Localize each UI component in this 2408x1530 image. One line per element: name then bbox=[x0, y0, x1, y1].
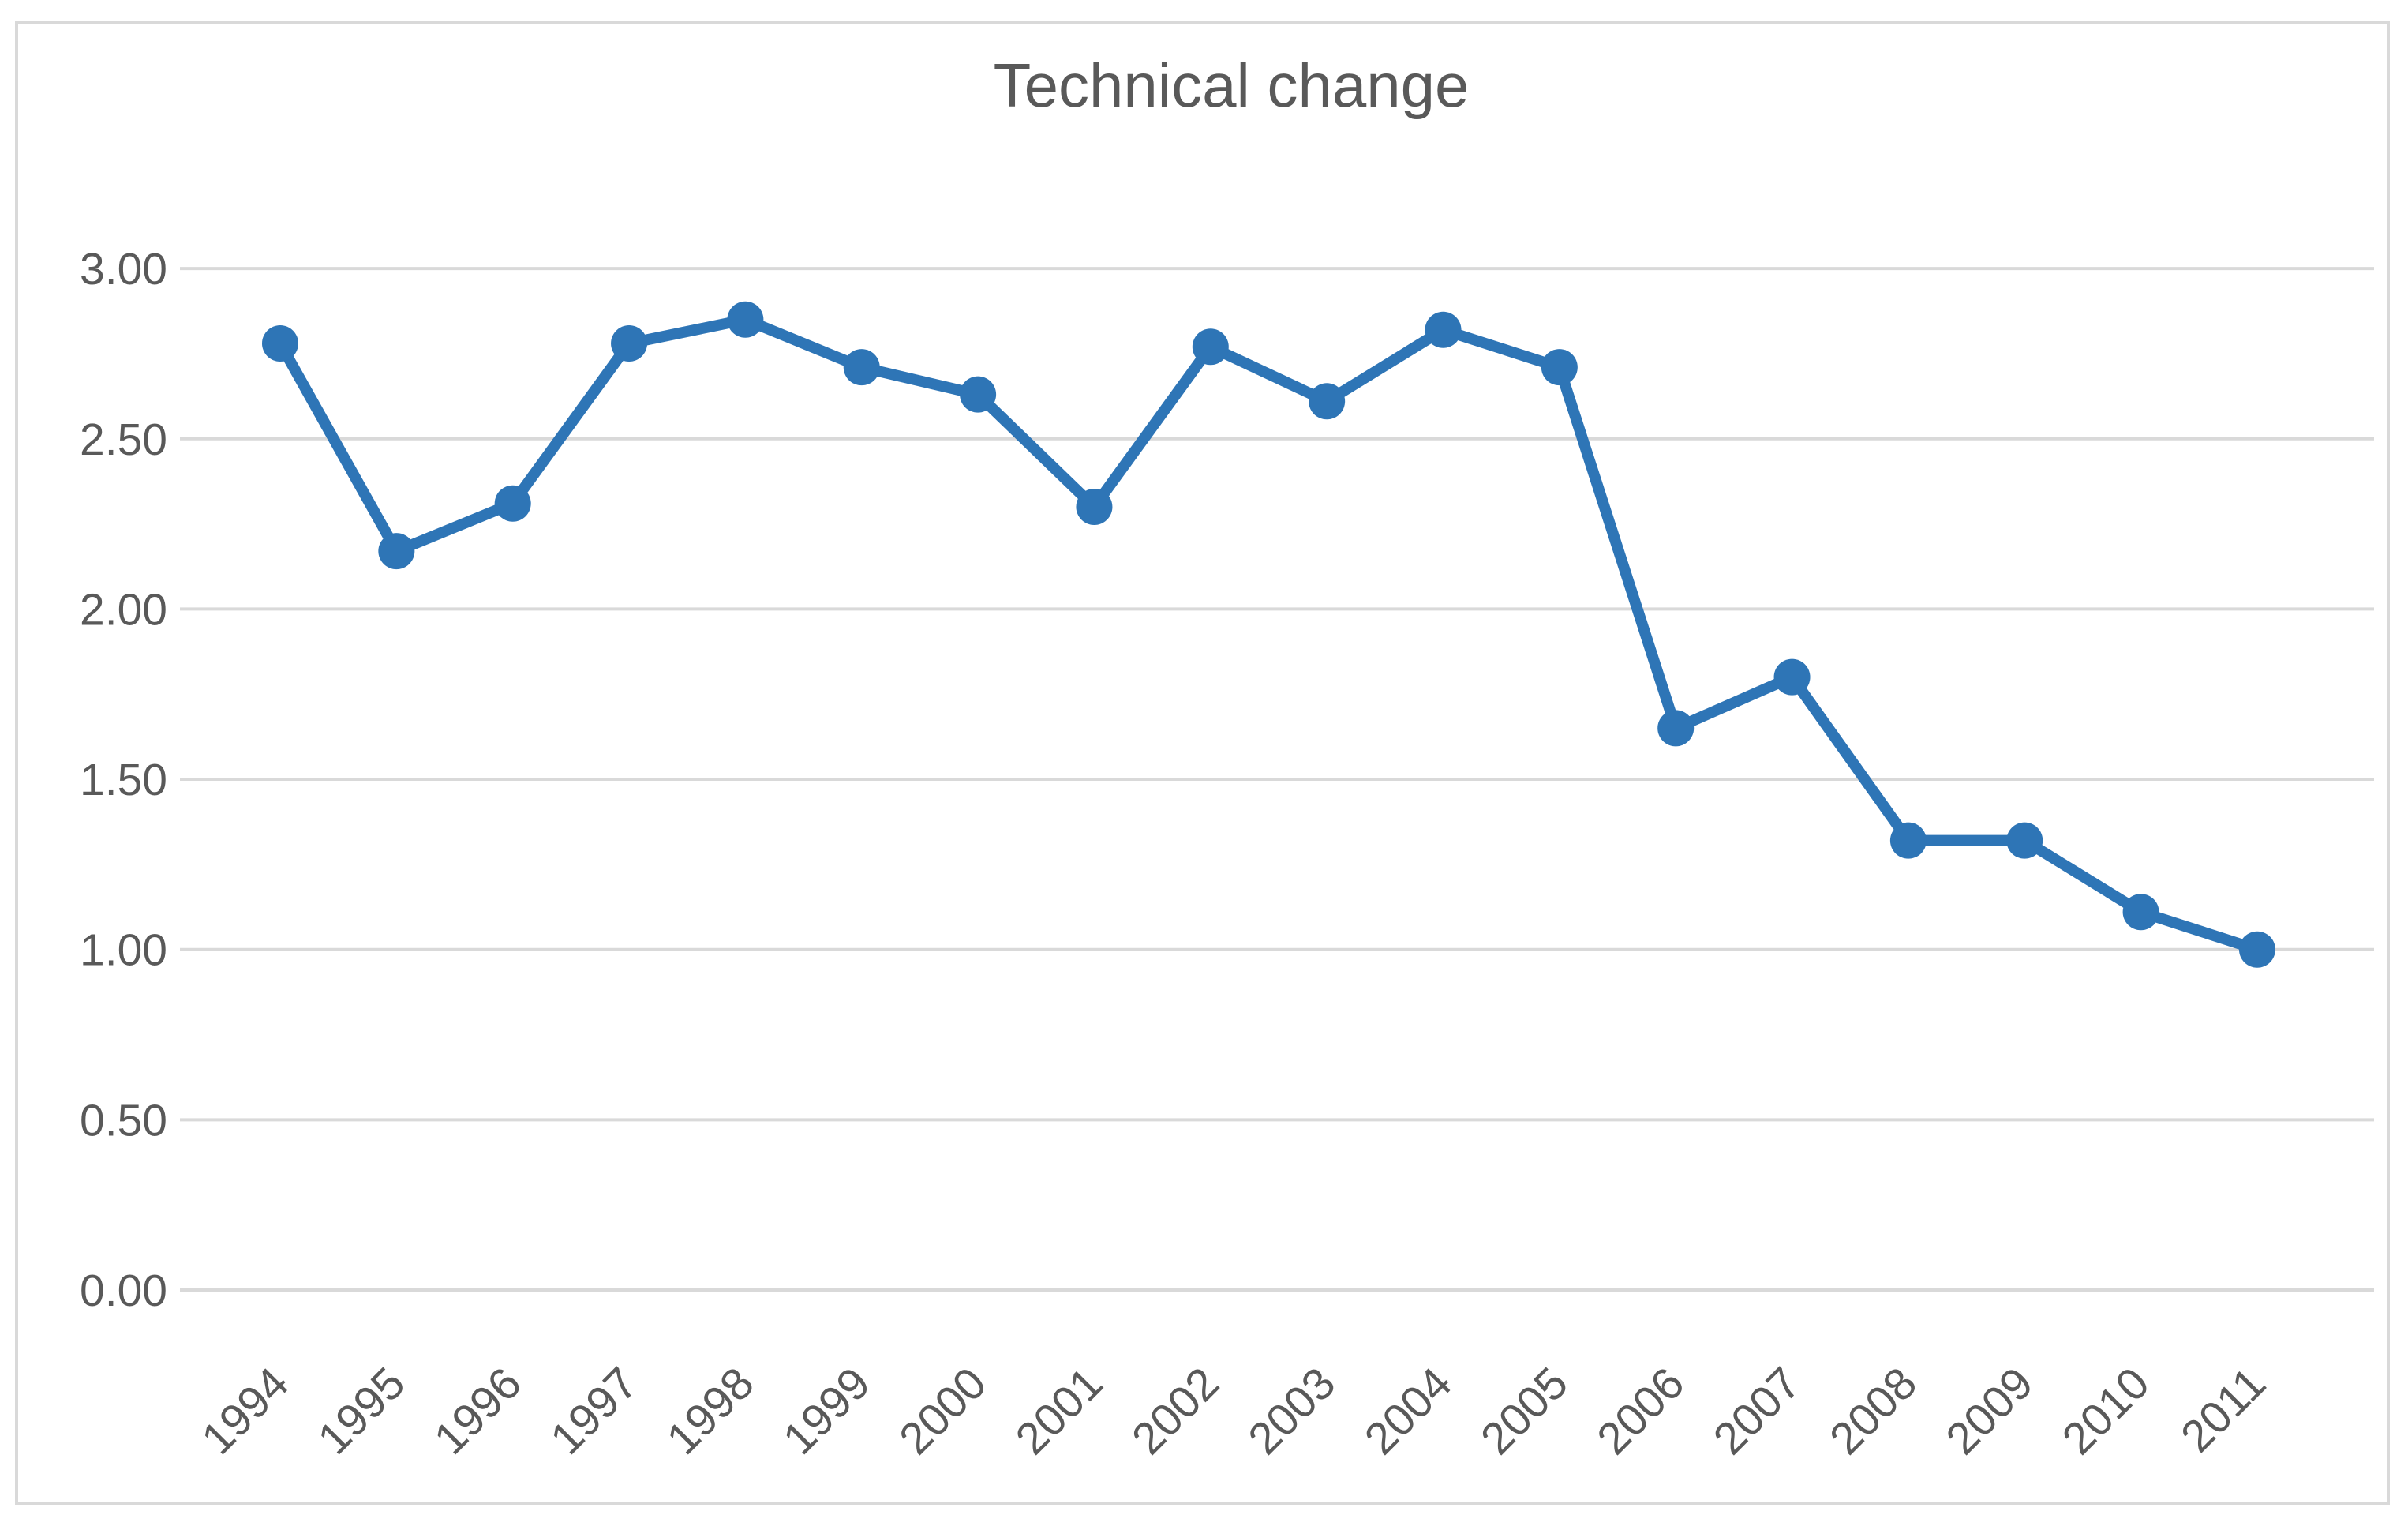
data-point-1997 bbox=[611, 324, 648, 362]
y-tick-label: 2.00 bbox=[80, 584, 167, 635]
y-tick-label: 0.00 bbox=[80, 1266, 167, 1316]
data-point-1994 bbox=[262, 324, 298, 362]
data-point-2009 bbox=[2006, 822, 2043, 859]
data-point-2003 bbox=[1309, 383, 1346, 420]
data-point-1998 bbox=[727, 301, 764, 338]
data-series bbox=[262, 301, 2275, 968]
data-point-2001 bbox=[1076, 489, 1113, 526]
data-point-1995 bbox=[378, 533, 415, 570]
data-point-2007 bbox=[1773, 658, 1811, 696]
chart-title: Technical change bbox=[994, 51, 1470, 120]
data-point-2010 bbox=[2122, 894, 2159, 931]
series-line bbox=[275, 313, 2263, 955]
y-tick-label: 1.50 bbox=[80, 755, 167, 805]
data-point-2011 bbox=[2238, 931, 2275, 968]
data-point-2006 bbox=[1657, 710, 1695, 747]
gridlines bbox=[180, 267, 2374, 1292]
data-point-2002 bbox=[1192, 328, 1229, 366]
y-tick-label: 2.50 bbox=[80, 414, 167, 465]
data-point-1996 bbox=[494, 485, 531, 522]
data-point-1999 bbox=[843, 349, 880, 386]
y-axis-labels: 0.00 0.50 1.00 1.50 2.00 2.50 3.00 bbox=[80, 244, 167, 1316]
data-point-2000 bbox=[960, 376, 997, 413]
data-point-2004 bbox=[1425, 311, 1462, 348]
chart-frame bbox=[15, 21, 2390, 1505]
data-point-2008 bbox=[1889, 822, 1927, 859]
y-tick-label: 3.00 bbox=[80, 244, 167, 294]
data-point-2005 bbox=[1541, 349, 1578, 386]
y-tick-label: 1.00 bbox=[80, 925, 167, 976]
y-tick-label: 0.50 bbox=[80, 1095, 167, 1146]
